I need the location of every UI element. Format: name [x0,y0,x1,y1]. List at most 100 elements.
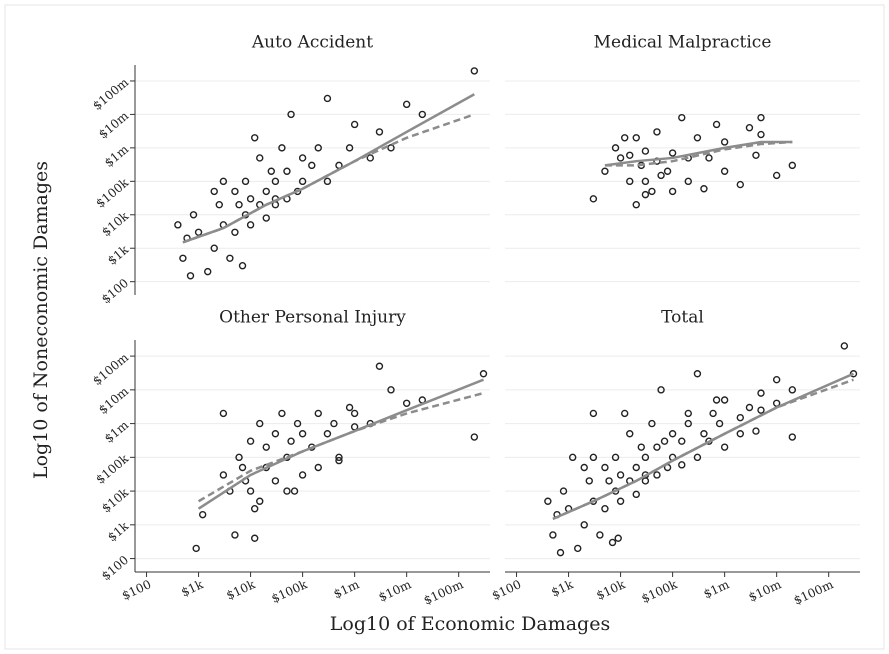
data-point [262,214,270,222]
data-point [720,443,729,451]
data-point [418,110,427,119]
panel-title: Auto Accident [251,33,373,53]
data-point [632,463,640,472]
data-point [210,244,218,252]
data-point [621,409,629,418]
data-point [192,544,200,553]
data-point [641,147,650,155]
data-point [271,477,280,485]
fit-line [182,93,475,244]
data-point [608,538,617,547]
data-point [580,521,588,529]
data-point [345,403,354,412]
data-point [712,120,721,129]
data-point [271,177,280,186]
x-tick-label: $100k [639,577,680,606]
fit-line [604,140,793,167]
y-tick-label: $100k [93,175,132,210]
x-tick-label: $1m [701,577,732,601]
data-point [657,386,665,394]
data-point [684,419,692,428]
data-point [251,134,259,142]
data-point [693,370,702,378]
data-point [632,201,640,209]
y-tick-label: $100 [99,276,131,306]
data-point [251,534,259,542]
data-point [544,497,552,505]
data-point [287,437,295,445]
data-point [611,144,620,152]
data-point [278,144,286,152]
data-point [614,534,622,542]
data-point [549,531,557,539]
data-point [757,406,765,414]
data-point [596,531,604,539]
data-point [568,453,577,462]
data-point [616,471,625,479]
data-point [648,187,656,196]
x-tick-label: $100m [422,577,466,608]
data-point [788,433,797,441]
y-tick-label: $1k [105,242,132,268]
data-point [262,187,270,196]
data-point [601,167,609,175]
data-point [705,154,713,162]
x-tick-label: $10k [594,577,628,603]
data-point [660,437,669,445]
data-point [736,413,744,422]
data-point [626,430,634,438]
x-tick-label: $100 [490,577,524,603]
fit-line [552,378,854,521]
data-point [323,94,332,103]
data-point [293,419,302,428]
data-point [611,453,620,462]
data-point [189,211,198,219]
fit-line [197,391,484,503]
data-point [262,443,270,451]
data-point [580,463,588,472]
y-tick-label: $100m [90,350,132,388]
data-point [204,267,212,276]
y-tick-label: $100 [99,553,131,583]
data-point [256,419,264,428]
y-axis-label: Log10 of Noneconomic Damages [30,161,52,479]
data-point [179,254,187,263]
data-point [648,419,656,428]
y-tick-label: $1k [105,519,132,545]
data-point [757,130,765,139]
data-point [470,67,479,75]
data-point [231,187,239,196]
data-point [470,433,479,441]
y-tick-label: $1m [102,417,132,445]
data-point [241,177,250,186]
data-point [621,134,629,142]
data-point [402,100,411,109]
data-point [745,403,754,412]
data-point [298,471,307,479]
data-point [238,463,247,472]
data-point [231,228,239,236]
data-point [637,443,645,451]
data-point [720,167,729,175]
data-point [736,180,744,189]
y-tick-label: $10k [99,485,132,516]
x-tick-label: $1m [331,577,362,601]
data-point [335,453,343,462]
data-point [772,375,781,384]
data-point [186,272,195,280]
data-point [574,544,582,553]
data-point [366,154,374,162]
data-point [700,185,708,193]
data-point [668,430,677,438]
x-tick-label: $10m [746,577,784,604]
data-point [251,505,259,513]
data-point [663,167,672,175]
data-point [219,409,228,418]
x-tick-label: $10m [376,577,414,604]
data-point [387,144,395,152]
data-point [246,195,255,203]
data-point [641,190,650,199]
data-point [267,167,275,175]
data-point [616,154,625,162]
data-point [616,497,625,505]
